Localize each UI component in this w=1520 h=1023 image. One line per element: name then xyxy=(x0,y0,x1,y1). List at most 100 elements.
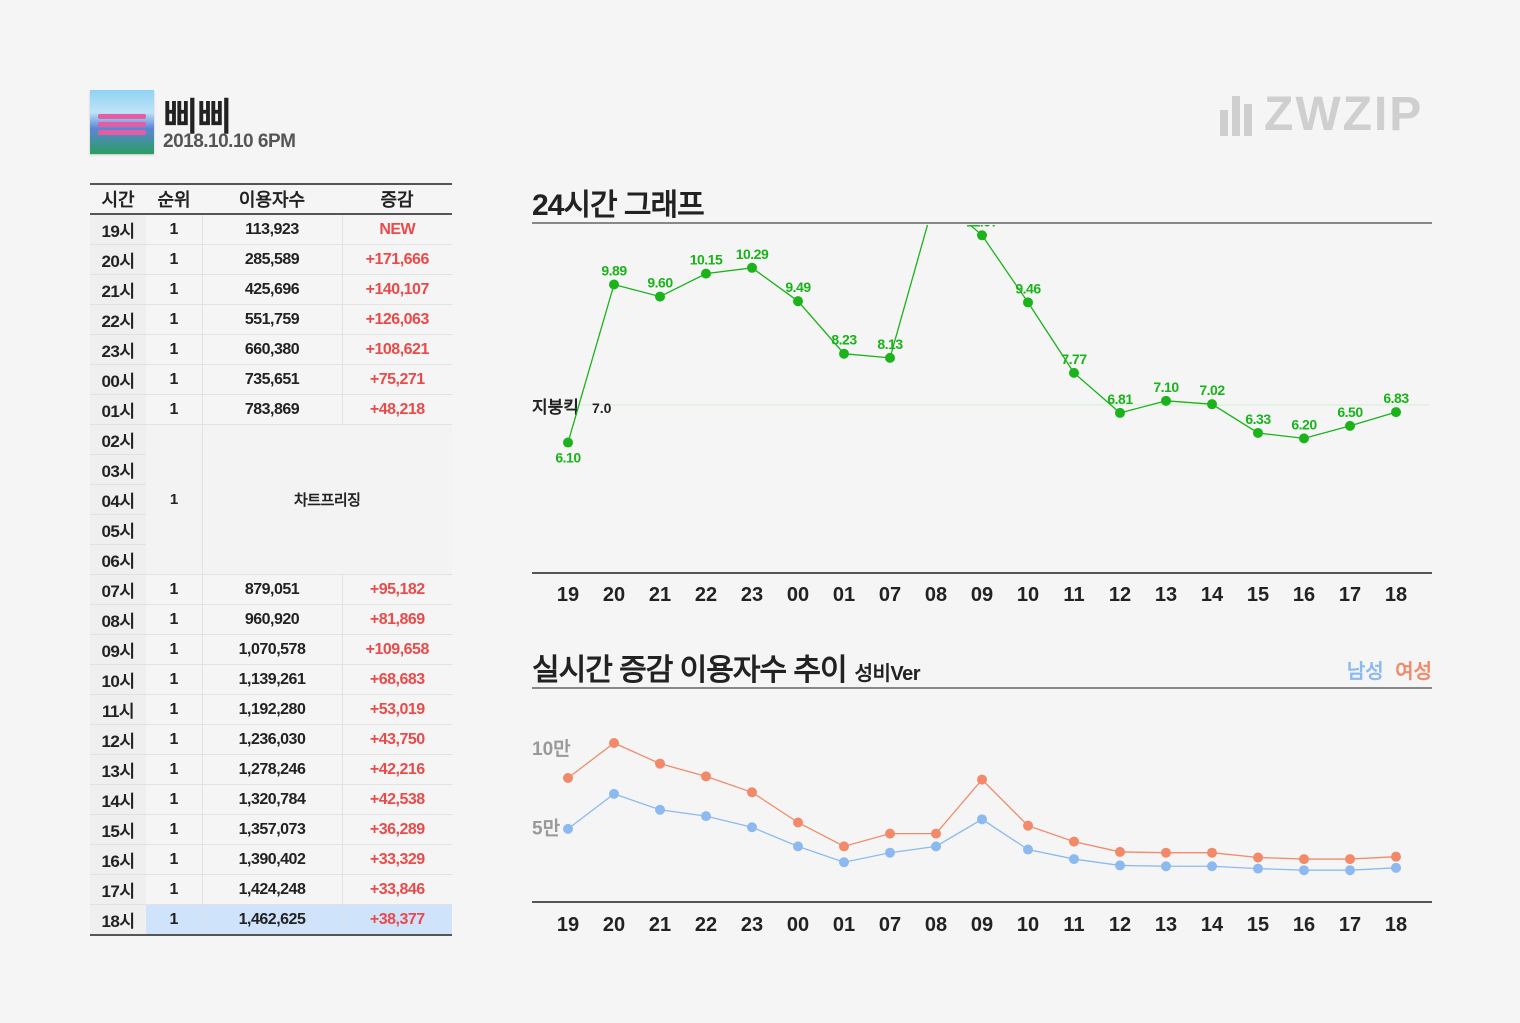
cell-users: 285,589 xyxy=(202,244,343,275)
data-point xyxy=(655,804,665,815)
cell-users: 425,696 xyxy=(202,274,343,305)
cell-users: 551,759 xyxy=(202,304,343,335)
data-point xyxy=(1391,862,1401,873)
data-point xyxy=(1299,433,1309,444)
cell-change: +75,271 xyxy=(342,364,452,395)
x-tick-label: 11 xyxy=(1063,914,1084,936)
data-point xyxy=(1253,852,1263,863)
data-label: 10.29 xyxy=(736,246,769,262)
cell-change: NEW xyxy=(342,214,452,245)
data-point xyxy=(1161,861,1171,872)
cell-change: +68,683 xyxy=(342,664,452,695)
data-point xyxy=(885,828,895,839)
table-row: 05시 xyxy=(90,514,452,545)
data-point xyxy=(563,437,573,448)
data-label: 7.77 xyxy=(1061,351,1087,367)
cell-change: +140,107 xyxy=(342,274,452,305)
table-row: 15시 1 1,357,073 +36,289 xyxy=(90,814,452,845)
x-tick-label: 07 xyxy=(879,914,901,936)
cell-change: +81,869 xyxy=(342,604,452,635)
header-change: 증감 xyxy=(342,183,452,215)
x-tick-label: 10 xyxy=(1017,584,1039,606)
data-label: 6.83 xyxy=(1383,390,1409,406)
x-tick-label: 13 xyxy=(1155,914,1177,936)
table-row: 03시 xyxy=(90,454,452,485)
data-point xyxy=(1391,407,1401,418)
chart-gender-trend: 10만 5만 19 20 21 22 23 00 01 07 08 09 10 11 12 13 14 15 16 1… xyxy=(532,738,1432,936)
x-tick-label: 18 xyxy=(1385,584,1407,606)
table-row: 22시 1 551,759 +126,063 xyxy=(90,304,452,335)
data-label: 8.23 xyxy=(831,332,857,348)
chart2-legend: 남성 여성 xyxy=(1347,655,1432,684)
cell-time: 01시 xyxy=(90,394,146,425)
cell-time: 17시 xyxy=(90,874,146,905)
data-point xyxy=(563,772,573,783)
cell-rank: 1 xyxy=(146,394,203,425)
cell-time: 07시 xyxy=(90,574,146,605)
data-point xyxy=(1161,395,1171,406)
cell-time: 15시 xyxy=(90,814,146,845)
x-tick-label: 17 xyxy=(1339,584,1361,606)
x-tick-label: 15 xyxy=(1247,584,1269,606)
cell-time: 21시 xyxy=(90,274,146,305)
data-label: 11.07 xyxy=(966,225,998,229)
data-point xyxy=(609,788,619,799)
table-row: 02시 1 차트프리징 xyxy=(90,424,452,575)
cell-users: 1,424,248 xyxy=(202,874,343,905)
data-label: 9.89 xyxy=(601,262,627,278)
table-row: 04시 xyxy=(90,484,452,515)
y-tick-label: 5만 xyxy=(532,818,561,840)
data-point xyxy=(885,352,895,363)
data-point xyxy=(1069,836,1079,847)
cell-time: 13시 xyxy=(90,754,146,785)
brand-logo: ZWZIP xyxy=(1220,88,1423,141)
data-point xyxy=(977,774,987,785)
cell-change: +53,019 xyxy=(342,694,452,725)
cell-users: 1,236,030 xyxy=(202,724,343,755)
bar-chart-icon xyxy=(1220,96,1252,136)
x-tick-label: 01 xyxy=(833,914,855,936)
cell-rank: 1 xyxy=(146,424,203,575)
rank-table: 시간 순위 이용자수 증감 19시 1 113,923 NEW 20시 1 285,589 +… xyxy=(90,183,452,936)
data-point xyxy=(793,296,803,307)
cell-users: 783,869 xyxy=(202,394,343,425)
data-point xyxy=(1345,854,1355,865)
x-tick-label: 09 xyxy=(971,914,993,936)
cell-time: 08시 xyxy=(90,604,146,635)
cell-change: +36,289 xyxy=(342,814,452,845)
cell-rank: 1 xyxy=(146,874,203,905)
cell-change: +43,750 xyxy=(342,724,452,755)
cell-users: 735,651 xyxy=(202,364,343,395)
x-tick-label: 23 xyxy=(741,584,763,606)
table-row: 14시 1 1,320,784 +42,538 xyxy=(90,784,452,815)
series-line xyxy=(567,793,1397,871)
data-point xyxy=(1115,860,1125,871)
cell-time: 12시 xyxy=(90,724,146,755)
chart2-title: 실시간 증감 이용자수 추이 xyxy=(532,654,848,687)
x-tick-label: 17 xyxy=(1339,914,1361,936)
data-point xyxy=(747,787,757,798)
cell-rank: 1 xyxy=(146,904,203,936)
x-tick-label: 15 xyxy=(1247,914,1269,936)
data-point xyxy=(839,857,849,868)
table-row: 11시 1 1,192,280 +53,019 xyxy=(90,694,452,725)
cell-time: 02시 xyxy=(90,424,146,455)
x-tick-label: 08 xyxy=(925,914,947,936)
data-point xyxy=(655,758,665,769)
data-label: 7.10 xyxy=(1153,379,1179,395)
chart2-title-rule xyxy=(532,687,1432,689)
cell-time: 10시 xyxy=(90,664,146,695)
data-point xyxy=(793,841,803,852)
x-tick-label: 19 xyxy=(557,914,579,936)
cell-time: 04시 xyxy=(90,484,146,515)
cell-change: +42,216 xyxy=(342,754,452,785)
table-row: 19시 1 113,923 NEW xyxy=(90,214,452,245)
cell-rank: 1 xyxy=(146,784,203,815)
legend-female: 여성 xyxy=(1395,661,1432,683)
table-row: 12시 1 1,236,030 +43,750 xyxy=(90,724,452,755)
table-row: 17시 1 1,424,248 +33,846 xyxy=(90,874,452,905)
cell-change: +33,329 xyxy=(342,844,452,875)
chart1-title-rule xyxy=(532,222,1432,224)
data-label: 7.02 xyxy=(1199,382,1225,398)
table-row: 16시 1 1,390,402 +33,329 xyxy=(90,844,452,875)
